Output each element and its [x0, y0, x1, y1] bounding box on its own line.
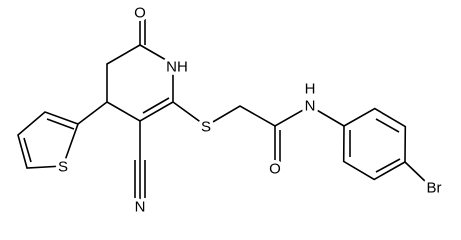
atom-label: N [305, 98, 316, 115]
atom-label: Br [427, 180, 442, 197]
phenyl-bonds [342, 107, 407, 181]
bond [404, 161, 429, 185]
atom-label: H [305, 81, 316, 98]
ring-bonds [106, 44, 174, 122]
bond [77, 101, 108, 125]
atom-label: NH [166, 59, 188, 76]
atom-label: S [201, 119, 211, 136]
double-bond [23, 137, 32, 163]
molecule: O NH S N S O H N Br [17, 1, 445, 218]
double-bond [46, 118, 75, 130]
atom-labels: O NH S N S O H N Br [54, 1, 445, 218]
bonds [17, 14, 429, 205]
thiophene-bonds [17, 111, 79, 169]
atom-label: N [135, 199, 146, 216]
atom-label: O [134, 5, 146, 22]
chain-bonds [172, 101, 345, 127]
atom-label: S [58, 159, 68, 176]
double-bond [375, 158, 401, 173]
atom-label: O [269, 161, 281, 178]
double-bond [142, 97, 170, 114]
double-bond [375, 118, 400, 133]
